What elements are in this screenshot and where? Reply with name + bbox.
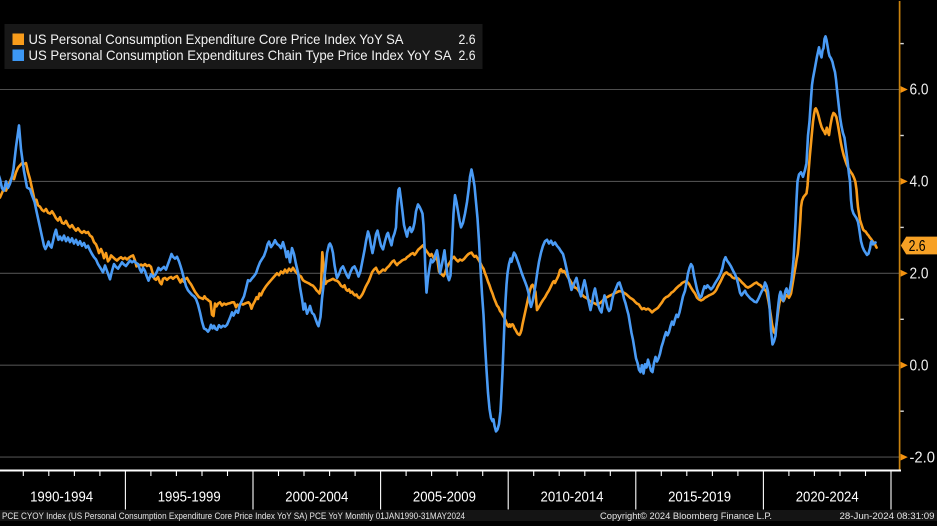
svg-text:US Personal Consumption Expend: US Personal Consumption Expenditures Cha… bbox=[29, 48, 453, 63]
svg-text:1995-1999: 1995-1999 bbox=[158, 489, 221, 506]
svg-text:2020-2024: 2020-2024 bbox=[796, 489, 859, 506]
svg-text:-2.0: -2.0 bbox=[910, 449, 936, 466]
svg-text:2005-2009: 2005-2009 bbox=[413, 489, 476, 506]
svg-text:2015-2019: 2015-2019 bbox=[668, 489, 731, 506]
svg-text:2.6: 2.6 bbox=[909, 238, 926, 255]
svg-text:US Personal Consumption Expend: US Personal Consumption Expenditure Core… bbox=[29, 32, 405, 47]
svg-text:Copyright© 2024 Bloomberg Fina: Copyright© 2024 Bloomberg Finance L.P. bbox=[600, 511, 772, 521]
svg-text:2.6: 2.6 bbox=[459, 48, 476, 63]
svg-text:0.0: 0.0 bbox=[910, 357, 929, 374]
svg-text:28-Jun-2024 08:31:09: 28-Jun-2024 08:31:09 bbox=[840, 511, 935, 521]
svg-text:6.0: 6.0 bbox=[910, 82, 929, 99]
svg-text:2.0: 2.0 bbox=[910, 266, 929, 283]
svg-text:2000-2004: 2000-2004 bbox=[285, 489, 348, 506]
svg-text:4.0: 4.0 bbox=[910, 174, 929, 191]
svg-text:PCE CYOY Index (US Personal Co: PCE CYOY Index (US Personal Consumption … bbox=[2, 511, 466, 521]
svg-text:2010-2014: 2010-2014 bbox=[541, 489, 604, 506]
svg-text:2.6: 2.6 bbox=[459, 32, 476, 47]
svg-text:1990-1994: 1990-1994 bbox=[30, 489, 93, 506]
